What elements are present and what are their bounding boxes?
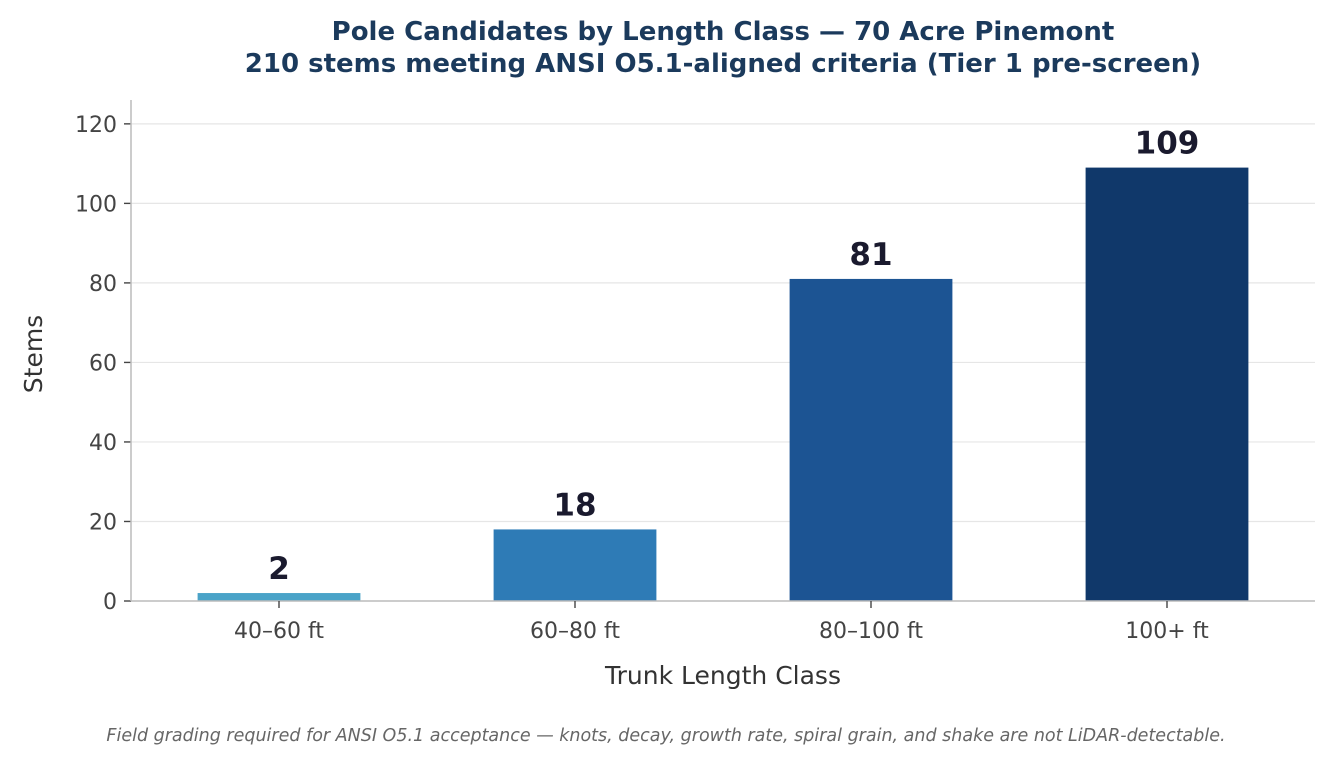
y-tick-label: 0 bbox=[103, 590, 117, 615]
bar bbox=[493, 529, 657, 601]
x-axis-label: Trunk Length Class bbox=[604, 661, 841, 690]
y-tick-label: 120 bbox=[75, 113, 117, 138]
bars: 2 18 81 109 bbox=[197, 126, 1249, 601]
y-tick-label: 100 bbox=[75, 192, 117, 217]
chart-title: Pole Candidates by Length Class — 70 Acr… bbox=[332, 17, 1115, 47]
bar bbox=[197, 593, 361, 601]
x-tick-label: 40–60 ft bbox=[234, 619, 324, 644]
y-tick-label: 40 bbox=[89, 431, 117, 456]
bar-value-label: 2 bbox=[268, 551, 290, 587]
x-tick-label: 100+ ft bbox=[1125, 619, 1209, 644]
chart-subtitle: 210 stems meeting ANSI O5.1-aligned crit… bbox=[245, 49, 1201, 79]
axes: 0 20 40 60 80 100 120 40–60 ft 60–80 ft 80–100 ft… bbox=[75, 100, 1315, 644]
bar bbox=[1085, 167, 1249, 601]
bar bbox=[789, 278, 953, 601]
footnote: Field grading required for ANSI O5.1 acc… bbox=[106, 726, 1225, 746]
y-axis-label: Stems bbox=[19, 315, 48, 393]
bar-value-label: 81 bbox=[849, 237, 892, 273]
bar-value-label: 18 bbox=[553, 487, 596, 523]
y-tick-label: 20 bbox=[89, 510, 117, 535]
y-tick-label: 60 bbox=[89, 351, 117, 376]
bar-value-label: 109 bbox=[1135, 126, 1200, 162]
x-tick-label: 60–80 ft bbox=[530, 619, 620, 644]
y-tick-label: 80 bbox=[89, 272, 117, 297]
x-tick-label: 80–100 ft bbox=[819, 619, 923, 644]
